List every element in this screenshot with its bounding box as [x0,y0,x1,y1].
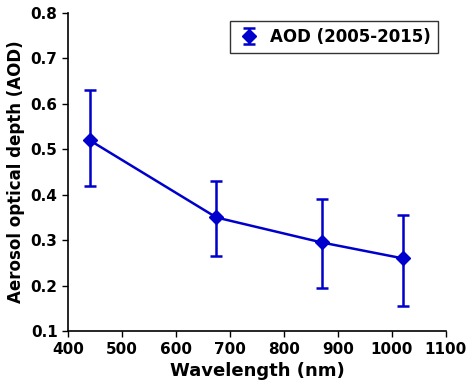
Y-axis label: Aerosol optical depth (AOD): Aerosol optical depth (AOD) [7,41,25,303]
X-axis label: Wavelength (nm): Wavelength (nm) [170,362,344,380]
Legend: AOD (2005-2015): AOD (2005-2015) [230,21,438,53]
